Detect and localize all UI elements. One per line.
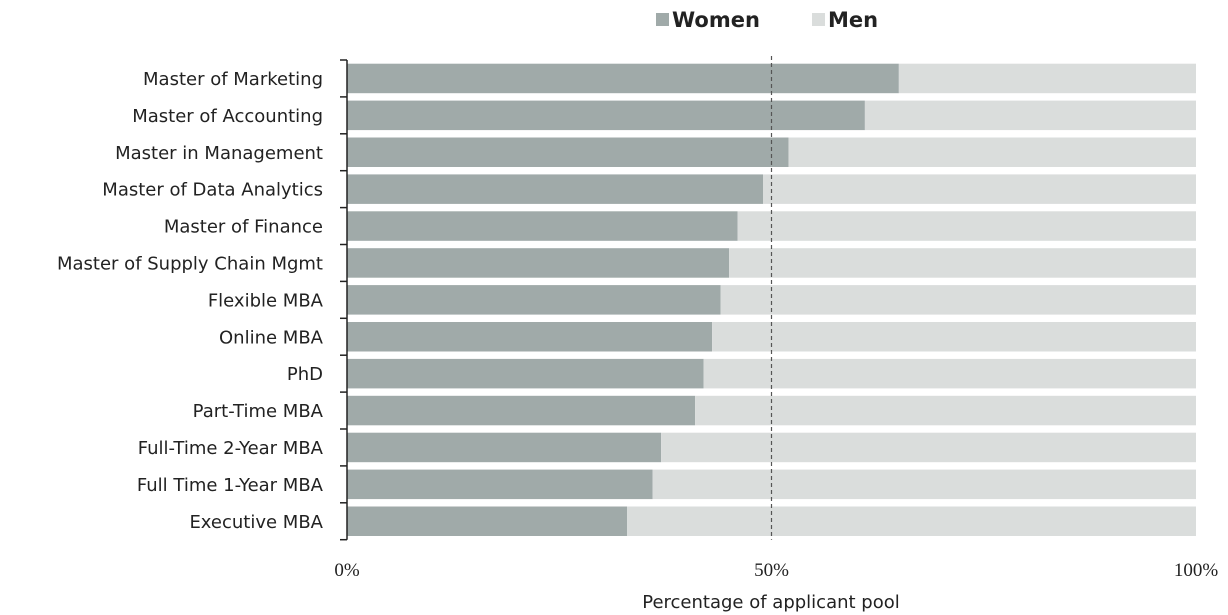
bar-men-master-of-accounting [864,100,1196,131]
category-label-master-of-supply-chain-mgmt: Master of Supply Chain Mgmt [57,253,323,274]
bars [347,63,1196,536]
legend-swatch-women [656,13,669,26]
bar-women-master-of-data-analytics [347,174,764,204]
x-axis: 0% 50% 100% [334,560,1218,581]
category-label-full-time-1-year-mba: Full Time 1-Year MBA [137,475,324,496]
bar-women-online-mba [347,322,713,352]
category-label-flexible-mba: Flexible MBA [208,290,324,311]
category-label-executive-mba: Executive MBA [189,512,323,533]
x-axis-title: Percentage of applicant pool [642,592,900,613]
bar-men-phd [703,358,1196,389]
category-label-master-of-data-analytics: Master of Data Analytics [102,180,323,201]
bar-men-master-of-supply-chain-mgmt [729,248,1196,278]
bar-women-full-time-1-year-mba [347,469,653,500]
x-tick-label-0: 0% [334,560,360,581]
bar-men-full-time-1-year-mba [652,469,1196,500]
bar-men-part-time-mba [695,395,1196,426]
bar-women-executive-mba [347,506,628,536]
x-tick-label-50: 50% [754,560,789,581]
bar-men-executive-mba [627,506,1196,536]
legend: Women Men [656,8,878,32]
y-axis: Master of Marketing Master of Accounting M… [57,59,348,541]
bar-men-flexible-mba [720,285,1196,315]
bar-women-phd [347,358,704,389]
bar-women-full-time-2-year-mba [347,432,662,463]
category-label-full-time-2-year-mba: Full-Time 2-Year MBA [138,438,324,459]
legend-label-men: Men [828,8,878,32]
category-label-phd: PhD [287,364,323,385]
category-label-master-of-marketing: Master of Marketing [143,69,323,90]
category-label-master-of-accounting: Master of Accounting [132,106,323,127]
bar-men-full-time-2-year-mba [661,432,1196,463]
bar-men-master-in-management [788,137,1196,167]
category-label-master-of-finance: Master of Finance [164,217,323,238]
bar-women-master-of-marketing [347,63,899,94]
bar-men-online-mba [712,322,1196,352]
legend-label-women: Women [672,8,760,32]
bar-women-flexible-mba [347,285,721,315]
bar-women-master-of-finance [347,211,738,241]
category-label-master-in-management: Master in Management [115,143,323,164]
bar-men-master-of-marketing [898,63,1196,94]
legend-swatch-men [812,13,825,26]
x-tick-label-100: 100% [1174,560,1219,581]
bar-men-master-of-data-analytics [763,174,1196,204]
category-label-part-time-mba: Part-Time MBA [193,401,324,422]
bar-women-master-of-supply-chain-mgmt [347,248,730,278]
bar-women-master-in-management [347,137,789,167]
bar-women-master-of-accounting [347,100,865,131]
category-label-online-mba: Online MBA [219,327,324,348]
bar-men-master-of-finance [737,211,1196,241]
bar-women-part-time-mba [347,395,696,426]
